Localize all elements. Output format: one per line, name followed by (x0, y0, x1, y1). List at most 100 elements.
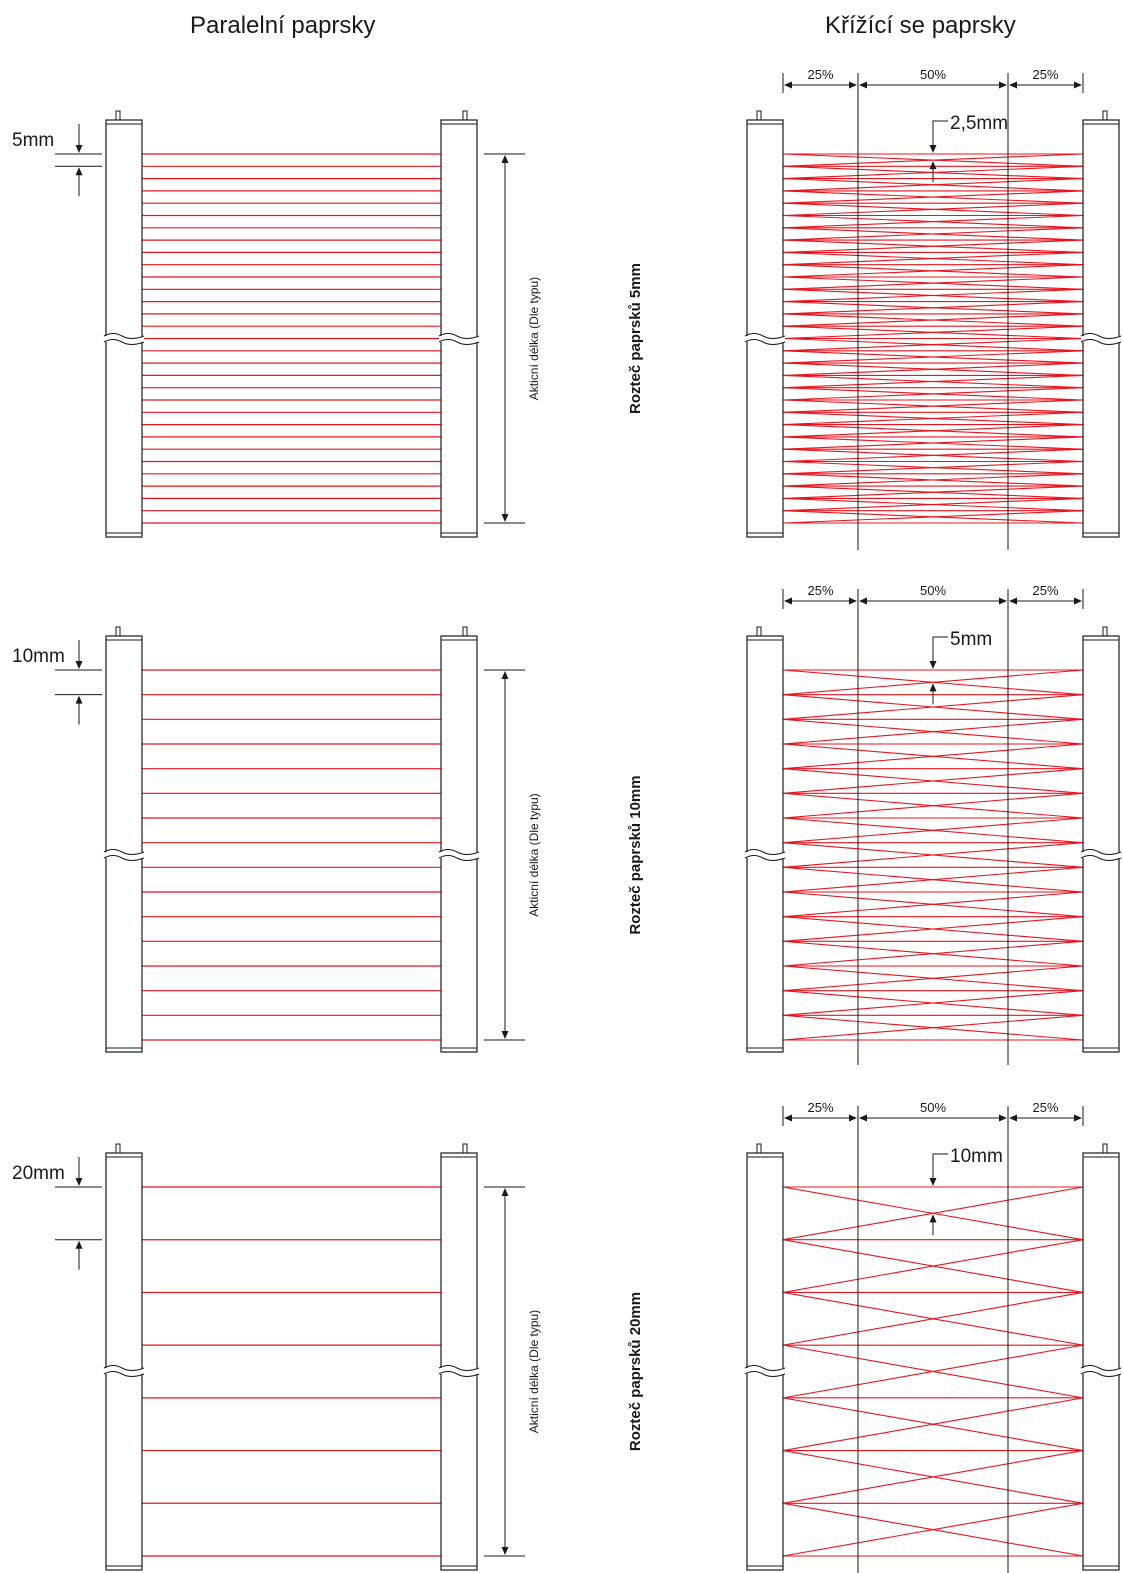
cross-beam (782, 485, 1084, 499)
break-line-bottom (438, 854, 480, 862)
pct-label: 25% (1032, 1100, 1058, 1115)
active-length-label: Akticní délka (Dle typu) (527, 277, 541, 400)
break-line-top (1080, 332, 1122, 340)
break-line-bottom (103, 1370, 145, 1378)
active-length-arrow-down (501, 514, 509, 522)
row-label: Rozteč paprsků 10mm (627, 775, 644, 934)
pct-label: 25% (807, 1100, 833, 1115)
sensor-body (1082, 119, 1120, 538)
cross-beam (782, 337, 1084, 352)
pct-arrow-left (1009, 597, 1017, 605)
sensor-body (1082, 1152, 1120, 1571)
break-line-bottom (103, 854, 145, 862)
break-gap (745, 336, 785, 342)
break-gap (439, 1368, 479, 1374)
pct-arrow-left (784, 597, 792, 605)
cross-beam (782, 940, 1084, 967)
emitter-column-left (103, 1143, 145, 1571)
cross-beam (782, 510, 1084, 524)
break-line-top (438, 1364, 480, 1372)
break-line-top (744, 848, 786, 856)
pitch-label: 5mm (12, 130, 54, 151)
cross-beam (782, 473, 1084, 487)
cross-beam (782, 990, 1084, 1016)
break-line-top (438, 332, 480, 340)
pct-arrow-left (1009, 81, 1017, 89)
cross-beam (782, 424, 1084, 438)
break-line-top (744, 332, 786, 340)
cross-beam (782, 399, 1084, 413)
active-length-arrow-up (501, 1188, 509, 1196)
cross-beam (782, 214, 1084, 229)
pct-arrow-right (1074, 1114, 1082, 1122)
pct-label: 25% (1032, 583, 1058, 598)
sensor-body (746, 1152, 784, 1571)
break-gap (1081, 1368, 1121, 1374)
break-line-top (1080, 1364, 1122, 1372)
pct-arrow-left (859, 81, 867, 89)
crossing-beams-2 (782, 669, 1084, 1041)
cross-beam (782, 448, 1084, 463)
sensor-body (440, 119, 478, 538)
pitch-arrow-down (75, 1178, 83, 1186)
cross-beam (782, 669, 1084, 696)
cross-beam (782, 436, 1084, 450)
row-label: Rozteč paprsků 5mm (627, 263, 644, 414)
connector-pin (1102, 626, 1108, 637)
receiver-column-left (438, 110, 480, 538)
cross-pitch-arrow-up (929, 1214, 937, 1223)
pct-arrow-right (1074, 81, 1082, 89)
connector-pin (756, 626, 762, 637)
cross-pitch-arrow-up (929, 161, 937, 170)
pct-label: 25% (807, 583, 833, 598)
break-line-bottom (744, 338, 786, 346)
break-gap (1081, 852, 1121, 858)
cross-beam (782, 227, 1084, 241)
break-line-bottom (1080, 1370, 1122, 1378)
sensor-body (746, 119, 784, 538)
active-length-label: Akticní délka (Dle typu) (527, 1310, 541, 1433)
active-length-arrow-down (501, 1547, 509, 1555)
break-line-bottom (744, 1370, 786, 1378)
crossing-beams-3 (782, 1186, 1084, 1557)
active-length-arrow-up (501, 671, 509, 679)
break-gap (745, 1368, 785, 1374)
cross-beam (782, 916, 1084, 942)
cross-beam (782, 460, 1084, 475)
pitch-arrow-up (75, 167, 83, 176)
cross-pitch-arrow-down (929, 1178, 937, 1186)
cross-pitch-label: 2,5mm (950, 113, 1008, 134)
pitch-arrow-up (75, 695, 83, 704)
receiver-column-left (438, 1143, 480, 1571)
sensor-body (440, 635, 478, 1053)
break-line-bottom (744, 854, 786, 862)
cross-pitch-label: 10mm (950, 1146, 1003, 1167)
sensor-body (105, 635, 143, 1053)
pitch-label: 20mm (12, 1163, 65, 1184)
break-gap (1081, 336, 1121, 342)
cross-beam (782, 239, 1084, 253)
pct-label: 50% (920, 67, 946, 82)
break-line-top (103, 332, 145, 340)
cross-beam (782, 817, 1084, 844)
connector-pin (1102, 110, 1108, 121)
pct-label: 50% (920, 583, 946, 598)
receiver-column-right (1080, 626, 1122, 1053)
cross-beam (782, 1014, 1084, 1041)
connector-pin (462, 110, 468, 121)
cross-pitch-label: 5mm (950, 629, 992, 650)
cross-beam (782, 743, 1084, 770)
break-line-bottom (1080, 854, 1122, 862)
pct-label: 25% (1032, 67, 1058, 82)
sensor-body (440, 1152, 478, 1571)
cross-pitch-arrow-down (929, 145, 937, 153)
pct-arrow-right (1074, 597, 1082, 605)
emitter-column-left (103, 110, 145, 538)
cross-beam (782, 350, 1084, 364)
connector-pin (115, 626, 121, 637)
cross-beam (782, 276, 1084, 290)
emitter-column-right (744, 1143, 786, 1571)
cross-beam (782, 891, 1084, 918)
cross-beam (782, 1344, 1084, 1399)
